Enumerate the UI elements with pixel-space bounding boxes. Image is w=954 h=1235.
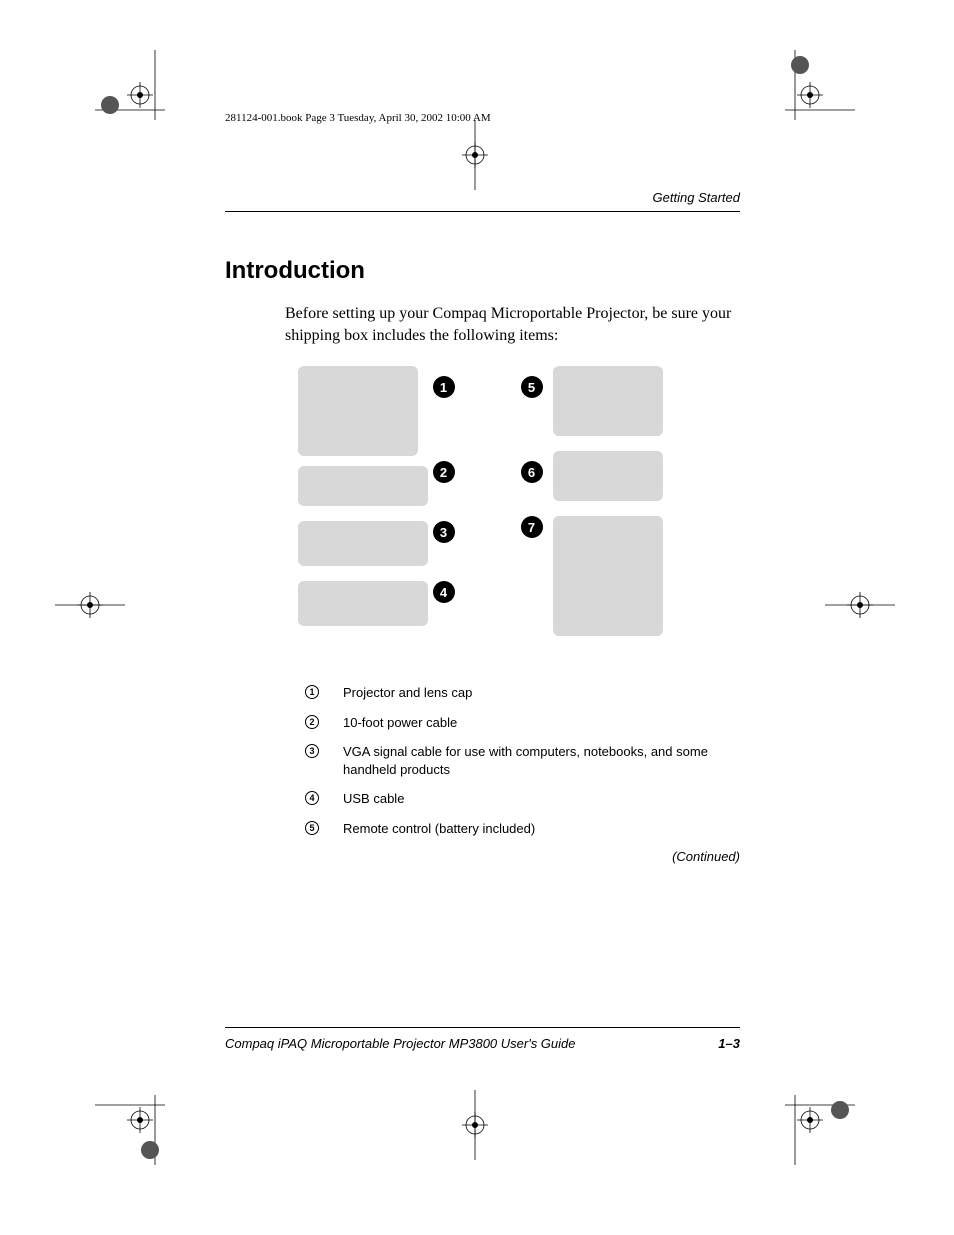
callout-7: 7 bbox=[521, 516, 543, 538]
projector-image bbox=[298, 366, 418, 456]
list-item: 5 Remote control (battery included) bbox=[305, 820, 740, 838]
item-number-icon: 4 bbox=[305, 791, 319, 805]
item-text: 10-foot power cable bbox=[343, 714, 457, 732]
section-header: Getting Started bbox=[225, 190, 740, 212]
page-number: 1–3 bbox=[718, 1036, 740, 1051]
registration-mark-icon bbox=[785, 50, 855, 120]
item-number-icon: 3 bbox=[305, 744, 319, 758]
remote-image bbox=[553, 366, 663, 436]
item-text: Remote control (battery included) bbox=[343, 820, 535, 838]
registration-mark-icon bbox=[440, 135, 510, 175]
item-number-icon: 2 bbox=[305, 715, 319, 729]
vga-cable-image bbox=[298, 521, 428, 566]
components-figure: 1 2 3 4 5 6 7 bbox=[293, 366, 673, 656]
item-text: VGA signal cable for use with computers,… bbox=[343, 743, 713, 778]
registration-mark-icon bbox=[825, 585, 895, 625]
page-title: Introduction bbox=[225, 257, 740, 285]
manual-image bbox=[553, 451, 663, 501]
continued-label: (Continued) bbox=[225, 849, 740, 864]
registration-mark-icon bbox=[95, 50, 165, 120]
running-head: 281124-001.book Page 3 Tuesday, April 30… bbox=[225, 112, 491, 124]
item-text: Projector and lens cap bbox=[343, 684, 472, 702]
callout-5: 5 bbox=[521, 376, 543, 398]
item-number-icon: 5 bbox=[305, 821, 319, 835]
power-cable-image bbox=[298, 466, 428, 506]
footer-title: Compaq iPAQ Microportable Projector MP38… bbox=[225, 1036, 576, 1051]
list-item: 4 USB cable bbox=[305, 790, 740, 808]
registration-mark-icon bbox=[440, 1105, 510, 1145]
callout-3: 3 bbox=[433, 521, 455, 543]
list-item: 2 10-foot power cable bbox=[305, 714, 740, 732]
item-text: USB cable bbox=[343, 790, 404, 808]
list-item: 3 VGA signal cable for use with computers… bbox=[305, 743, 740, 778]
callout-2: 2 bbox=[433, 461, 455, 483]
callout-4: 4 bbox=[433, 581, 455, 603]
callout-6: 6 bbox=[521, 461, 543, 483]
page-footer: Compaq iPAQ Microportable Projector MP38… bbox=[225, 1027, 740, 1051]
registration-mark-icon bbox=[785, 1095, 855, 1165]
usb-cable-image bbox=[298, 581, 428, 626]
registration-mark-icon bbox=[95, 1095, 165, 1165]
intro-paragraph: Before setting up your Compaq Microporta… bbox=[285, 303, 740, 346]
list-item: 1 Projector and lens cap bbox=[305, 684, 740, 702]
bag-image bbox=[553, 516, 663, 636]
page-body: Getting Started Introduction Before sett… bbox=[225, 190, 740, 864]
item-number-icon: 1 bbox=[305, 685, 319, 699]
registration-mark-icon bbox=[55, 585, 125, 625]
items-list: 1 Projector and lens cap 2 10-foot power ca… bbox=[305, 684, 740, 837]
callout-1: 1 bbox=[433, 376, 455, 398]
